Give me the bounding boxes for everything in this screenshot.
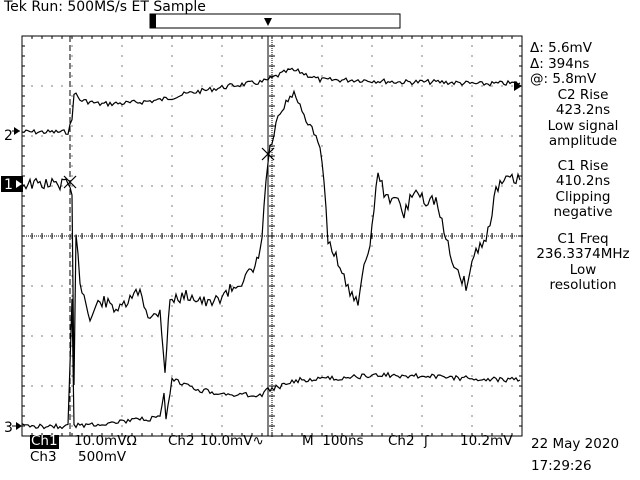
trigger-level: 10.2mV bbox=[460, 433, 513, 449]
trigger-slope-icon: ʃ bbox=[424, 433, 429, 449]
measurement-2-note-line1: Clipping bbox=[555, 189, 611, 205]
ch1-status-label[interactable]: Ch1 bbox=[30, 433, 59, 449]
measurement-2-title: C1 Rise bbox=[557, 158, 609, 174]
measurement-1-note-line2: amplitude bbox=[548, 133, 618, 149]
measurement-1-note-line1: Low signal bbox=[547, 118, 619, 134]
measurement-3-value: 236.3374MHz bbox=[536, 246, 630, 262]
timebase[interactable]: M 100ns bbox=[302, 433, 364, 449]
ch2-status-label[interactable]: Ch2 bbox=[168, 433, 195, 449]
measurement-3-title: C1 Freq bbox=[557, 231, 609, 247]
ch1-waveform bbox=[21, 89, 521, 386]
acquisition-status-title: Tek Run: 500MS/s ET Sample bbox=[4, 0, 206, 15]
record-position-indicator bbox=[149, 13, 401, 29]
graticule bbox=[21, 35, 523, 437]
trigger-position-marker bbox=[264, 18, 272, 26]
cursor-level-arrow[interactable] bbox=[514, 81, 522, 91]
measurement-3-note-line2: resolution bbox=[549, 277, 617, 293]
ch2-marker[interactable]: 2 bbox=[4, 127, 20, 144]
measurement-3-note-line1: Low bbox=[569, 262, 597, 278]
ch1-marker-label: 1 bbox=[4, 177, 13, 193]
ch1-marker[interactable]: 1 bbox=[1, 176, 23, 193]
ch3-scale: 500mV bbox=[78, 449, 127, 465]
ch3-marker-label: 3 bbox=[4, 420, 13, 436]
ch3-status-label[interactable]: Ch3 bbox=[30, 449, 57, 465]
measurement-2-note-line2: negative bbox=[553, 204, 613, 220]
ch1-scale: 10.0mVΩ bbox=[74, 433, 137, 449]
delta-time-readout: Δ: 394ns bbox=[530, 56, 590, 72]
measurement-1-title: C2 Rise bbox=[557, 87, 609, 103]
ch2-marker-label: 2 bbox=[4, 128, 13, 144]
trigger-channel[interactable]: Ch2 bbox=[388, 433, 415, 449]
ch2-waveform bbox=[21, 67, 521, 135]
measurement-2-value: 410.2ns bbox=[555, 173, 611, 189]
time: 17:29:26 bbox=[531, 458, 592, 474]
absolute-voltage-readout: @: 5.8mV bbox=[530, 71, 597, 87]
record-window-marker bbox=[150, 14, 156, 28]
measurement-1-value: 423.2ns bbox=[555, 102, 611, 118]
date: 22 May 2020 bbox=[531, 436, 620, 452]
ch3-waveform bbox=[21, 298, 521, 430]
cursor-cross-markers bbox=[63, 147, 275, 189]
ch3-marker[interactable]: 3 bbox=[4, 420, 22, 436]
ch2-scale: 10.0mV∿ bbox=[200, 433, 264, 449]
delta-voltage-readout: Δ: 5.6mV bbox=[530, 40, 592, 56]
